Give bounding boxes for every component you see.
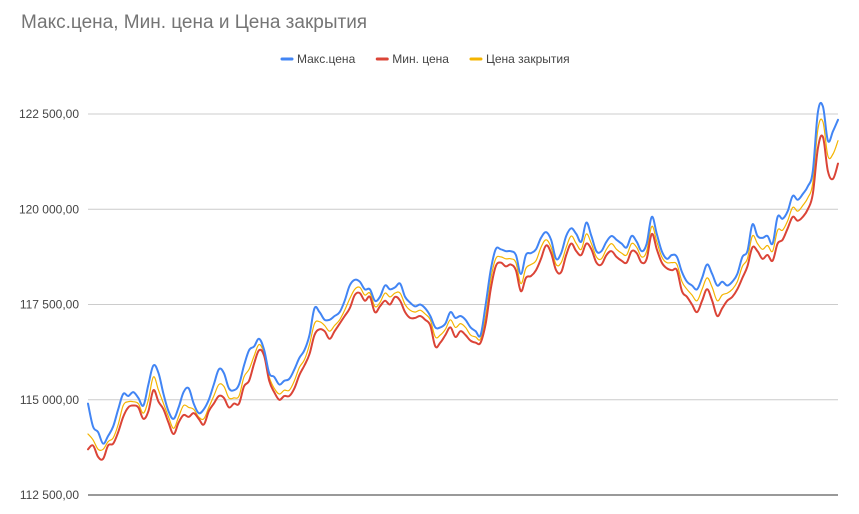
y-tick-label: 117 500,00: [20, 298, 79, 312]
y-tick-label: 112 500,00: [20, 488, 79, 502]
legend-label: Цена закрытия: [486, 52, 570, 66]
y-tick-label: 122 500,00: [19, 107, 79, 121]
legend-label: Мин. цена: [392, 52, 449, 66]
gridlines: [88, 113, 838, 496]
legend-item-0[interactable]: Макс.цена: [280, 52, 356, 66]
legend-item-1[interactable]: Мин. цена: [375, 52, 449, 66]
chart-title: Макс.цена, Мин. цена и Цена закрытия: [21, 12, 368, 33]
legend-item-2[interactable]: Цена закрытия: [469, 52, 570, 66]
series-line-0: [87, 101, 839, 445]
series-line-1: [87, 134, 839, 461]
y-axis-ticks: 112 500,00 115 000,00 117 500,00 120 000,00…: [19, 107, 79, 502]
series-layer: [87, 101, 839, 461]
y-tick-label: 115 000,00: [20, 393, 79, 407]
series-line-2: [87, 118, 839, 452]
chart-legend: Макс.цена Мин. цена Цена закрытия: [280, 52, 570, 66]
y-tick-label: 120 000,00: [19, 202, 79, 216]
legend-label: Макс.цена: [297, 52, 356, 66]
